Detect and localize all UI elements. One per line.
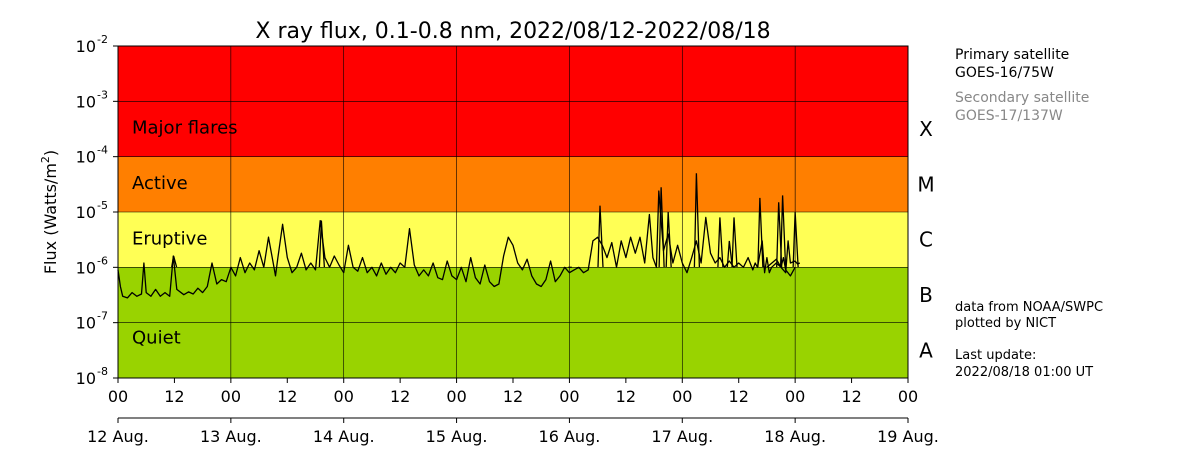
flare-peak <box>658 187 665 268</box>
x-day-tick-label: 15 Aug. <box>426 427 488 446</box>
data-source: data from NOAA/SWPC <box>955 300 1103 315</box>
x-hour-tick-label: 12 <box>729 387 749 406</box>
y-tick-exponent: -3 <box>97 88 108 101</box>
y-tick-label: 10 <box>76 92 96 111</box>
x-day-tick-label: 14 Aug. <box>313 427 375 446</box>
x-hour-tick-label: 00 <box>108 387 128 406</box>
flare-class-a: A <box>919 338 933 362</box>
band-label: Major flares <box>132 118 238 139</box>
x-hour-tick-label: 12 <box>841 387 861 406</box>
plotted-by: plotted by NICT <box>955 316 1056 331</box>
flux-series <box>117 173 801 299</box>
grid <box>118 45 908 379</box>
y-axis: 10-810-710-610-510-410-310-2 <box>76 33 118 388</box>
y-tick-label: 10 <box>76 258 96 277</box>
flare-peak <box>693 173 701 268</box>
y-axis-label-sup: 2 <box>39 156 52 163</box>
y-tick-exponent: -8 <box>97 365 108 378</box>
flare-class-labels: X M C B A <box>917 117 934 362</box>
x-day-tick-label: 13 Aug. <box>200 427 262 446</box>
y-tick-exponent: -6 <box>97 254 108 267</box>
x-hour-tick-label: 12 <box>277 387 297 406</box>
band-active <box>118 156 908 212</box>
y-tick-label: 10 <box>76 37 96 56</box>
flare-peak <box>792 211 799 268</box>
flare-peak <box>318 220 326 268</box>
x-day-tick-label: 17 Aug. <box>651 427 713 446</box>
data-source-info: data from NOAA/SWPC plotted by NICT Last… <box>955 300 1103 380</box>
flare-peak <box>776 202 783 268</box>
flare-peak <box>665 211 672 268</box>
x-hour-tick-label: 00 <box>672 387 692 406</box>
x-hour-tick-label: 00 <box>785 387 805 406</box>
band-label: Active <box>132 173 188 194</box>
x-hour-tick-label: 12 <box>503 387 523 406</box>
secondary-satellite-name: GOES-17/137W <box>955 108 1063 124</box>
flare-peak <box>171 255 178 268</box>
primary-satellite-label: Primary satellite <box>955 47 1069 63</box>
flare-peak <box>731 217 738 268</box>
x-hour-tick-label: 00 <box>898 387 918 406</box>
x-hour-tick-label: 00 <box>334 387 354 406</box>
flare-class-b: B <box>919 283 933 307</box>
y-tick-label: 10 <box>76 369 96 388</box>
flare-peak <box>757 197 764 268</box>
flare-class-x: X <box>919 117 933 141</box>
band-label: Quiet <box>132 328 181 349</box>
x-hour-tick-label: 12 <box>164 387 184 406</box>
y-tick-exponent: -4 <box>97 144 108 157</box>
x-hour-tick-label: 00 <box>221 387 241 406</box>
x-hour-tick-label: 00 <box>446 387 466 406</box>
y-tick-label: 10 <box>76 203 96 222</box>
y-tick-label: 10 <box>76 314 96 333</box>
last-update-label: Last update: <box>955 348 1036 363</box>
x-hour-tick-label: 12 <box>390 387 410 406</box>
x-day-tick-label: 19 Aug. <box>877 427 939 446</box>
y-tick-label: 10 <box>76 148 96 167</box>
y-axis-label-close: ) <box>41 150 60 156</box>
flare-peak <box>717 217 724 268</box>
y-tick-exponent: -7 <box>97 310 108 323</box>
y-axis-label: Flux (Watts/m2) <box>39 150 60 274</box>
satellite-info: Primary satellite GOES-16/75W Secondary … <box>955 47 1089 124</box>
x-day-tick-label: 18 Aug. <box>764 427 826 446</box>
flare-class-m: M <box>917 172 934 196</box>
flare-peak <box>779 195 787 268</box>
y-tick-exponent: -2 <box>97 33 108 46</box>
x-axis: 00 12 00 12 00 12 00 12 00 12 00 12 00 12 00 12 Aug. 13 … <box>87 378 939 446</box>
flare-class-c: C <box>919 228 933 252</box>
x-day-tick-label: 16 Aug. <box>539 427 601 446</box>
x-day-tick-label: 12 Aug. <box>87 427 149 446</box>
y-axis-label-main: Flux (Watts/m <box>41 163 60 274</box>
secondary-satellite-label: Secondary satellite <box>955 90 1089 106</box>
last-update-value: 2022/08/18 01:00 UT <box>955 365 1093 380</box>
x-hour-tick-label: 00 <box>559 387 579 406</box>
flux-line-0 <box>117 190 801 299</box>
x-hour-tick-label: 12 <box>616 387 636 406</box>
flare-peak <box>597 205 604 268</box>
primary-satellite-name: GOES-16/75W <box>955 65 1054 81</box>
chart-title: X ray flux, 0.1-0.8 nm, 2022/08/12-2022/… <box>255 19 770 44</box>
y-tick-exponent: -5 <box>97 199 108 212</box>
flare-peak <box>726 240 733 268</box>
band-label: Eruptive <box>132 228 207 249</box>
